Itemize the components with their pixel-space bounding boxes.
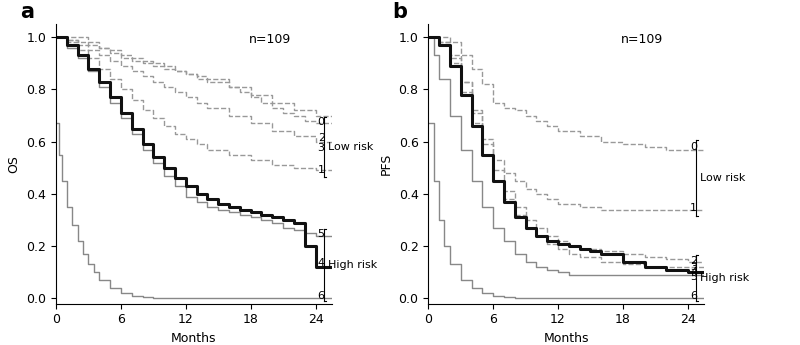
Text: 3: 3 (318, 143, 325, 153)
Text: 4: 4 (318, 258, 325, 268)
Text: 2: 2 (318, 133, 325, 143)
Text: High risk: High risk (700, 273, 750, 283)
Text: 5: 5 (690, 273, 697, 283)
Text: 2: 2 (690, 256, 697, 266)
Text: 4: 4 (690, 267, 697, 277)
Text: Low risk: Low risk (700, 173, 746, 183)
Y-axis label: OS: OS (8, 155, 21, 173)
Y-axis label: PFS: PFS (380, 153, 393, 175)
Text: 5: 5 (318, 229, 325, 239)
Text: 6: 6 (318, 291, 325, 301)
Text: n=109: n=109 (249, 32, 291, 46)
Text: 6: 6 (690, 291, 697, 301)
Text: High risk: High risk (328, 260, 378, 270)
X-axis label: Months: Months (543, 332, 589, 345)
Text: b: b (393, 2, 407, 22)
Text: 0: 0 (318, 117, 325, 127)
Text: 1: 1 (318, 165, 325, 175)
Text: 1: 1 (690, 203, 697, 213)
X-axis label: Months: Months (171, 332, 217, 345)
Text: a: a (20, 2, 34, 22)
Text: 0: 0 (690, 142, 697, 152)
Text: Low risk: Low risk (328, 142, 374, 152)
Text: n=109: n=109 (622, 32, 663, 46)
Text: 3: 3 (690, 262, 697, 272)
